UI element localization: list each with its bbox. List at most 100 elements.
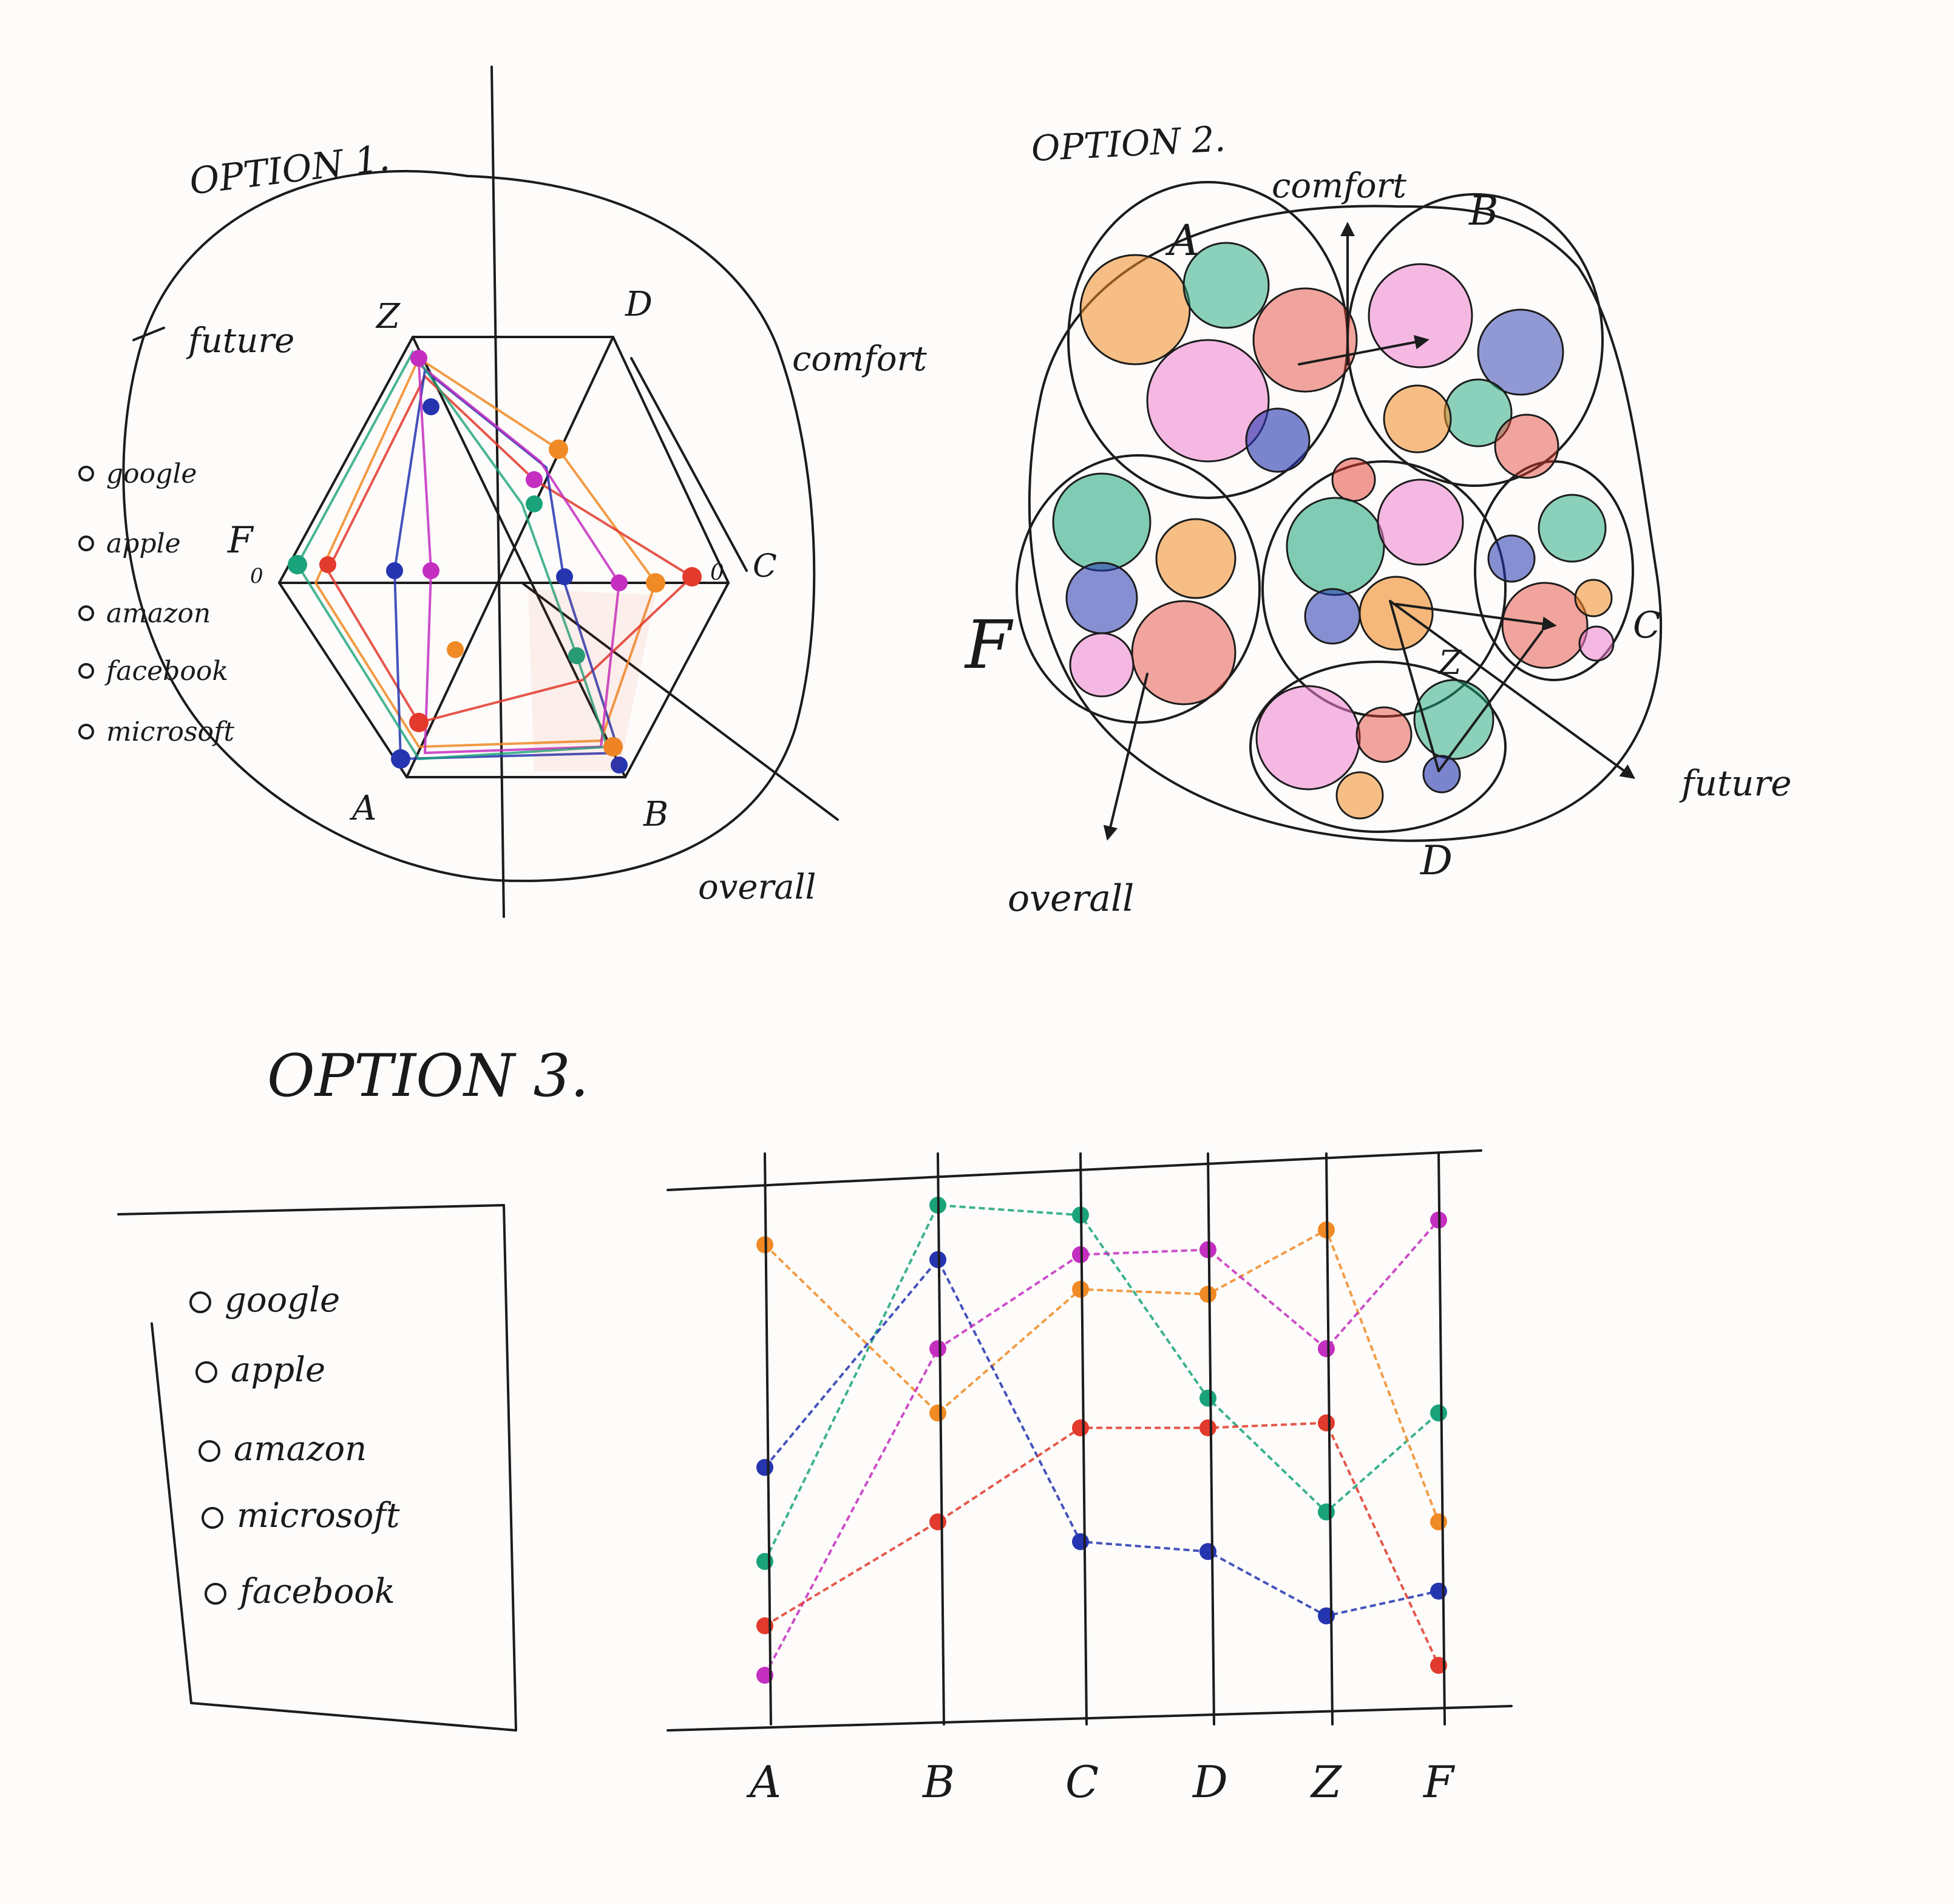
legend-marker: [195, 1361, 217, 1383]
bubble: [1377, 478, 1464, 566]
legend-marker: [189, 1291, 211, 1313]
option3-legend: google apple amazon microsoft facebook: [189, 1280, 400, 1611]
cluster-label: D: [1420, 837, 1453, 884]
legend-marker: [78, 724, 94, 739]
option3-legend-item: amazon: [234, 1429, 367, 1469]
legend-marker: [202, 1507, 223, 1529]
option3-legend-item: google: [225, 1280, 340, 1320]
option1-overall-axis-line: [521, 582, 839, 821]
option1-dot: [646, 573, 665, 593]
option3-axis-z: [1325, 1152, 1334, 1725]
option3-axis-label: A: [746, 1756, 781, 1807]
bubble: [1355, 706, 1413, 763]
option1-axis-label: D: [625, 285, 653, 324]
option3-point-apple: [1072, 1280, 1089, 1298]
option3-point-amazon: [1430, 1582, 1447, 1600]
option3-point-amazon: [1199, 1543, 1216, 1560]
option1-outer-boundary: [122, 169, 816, 882]
option1-dot: [682, 567, 702, 586]
bubble: [1131, 600, 1237, 706]
option1-legend-item: google: [106, 458, 197, 489]
bubble: [1538, 494, 1607, 563]
option1-dot: [422, 562, 439, 579]
option1-future-label: future: [186, 321, 294, 361]
option3-point-microsoft: [929, 1513, 946, 1531]
option3-axis-label: D: [1192, 1756, 1228, 1807]
option1-spoke-z-b: [412, 336, 626, 778]
option3-axis-b: [937, 1152, 945, 1725]
option3-legend-item: facebook: [237, 1572, 395, 1611]
option1-dot: [409, 713, 429, 732]
cluster-f-outline: [1016, 454, 1261, 724]
comfort-link-arrow: [1298, 335, 1430, 365]
option1-dot: [386, 562, 403, 579]
option3-point-google: [1430, 1404, 1447, 1422]
future-link-arrow: [1395, 603, 1557, 631]
cluster-z-outline: [1261, 460, 1507, 718]
bubble: [1182, 242, 1270, 329]
option3-series-line-facebook: [764, 1219, 1440, 1676]
bubble: [1304, 588, 1361, 645]
bubble: [1146, 339, 1270, 463]
bubble: [1359, 576, 1434, 651]
option1-legend: google apple amazon facebook microsoft: [78, 458, 234, 747]
option1-legend-item: apple: [106, 528, 181, 559]
option2-sketch: OPTION 2.: [964, 118, 1792, 920]
bubble: [1383, 384, 1452, 454]
option1-title: OPTION 1.: [187, 137, 392, 203]
option3-point-facebook: [929, 1340, 946, 1358]
option1-dot: [447, 641, 464, 658]
option3-point-amazon: [1072, 1533, 1089, 1551]
bubble: [1574, 579, 1613, 617]
legend-marker: [78, 536, 94, 551]
option1-legend-item: facebook: [104, 656, 228, 687]
option1-data-dots: [288, 350, 702, 773]
option1-comfort-axis-line: [630, 357, 748, 572]
cluster-d-outline: [1249, 661, 1507, 833]
bubble: [1578, 625, 1615, 662]
option3-title: OPTION 3.: [267, 1042, 589, 1110]
option2-bubbles: [1052, 242, 1615, 820]
d-c-link: [1437, 630, 1543, 772]
option1-dot: [568, 647, 585, 664]
bubble: [1413, 679, 1494, 760]
bubble: [1252, 287, 1358, 393]
option1-axis-label: C: [753, 548, 777, 585]
option1-dot: [611, 756, 628, 773]
option1-hatch: [528, 589, 656, 771]
option1-axis-label: Z: [375, 297, 401, 336]
option1-divider: [490, 66, 505, 918]
option3-axis-label: B: [921, 1756, 955, 1807]
legend-marker: [205, 1583, 226, 1605]
option1-overall-label: overall: [698, 868, 816, 907]
option2-outer-boundary: [1028, 205, 1663, 842]
option1-axis-label: F: [227, 519, 254, 562]
future-arrow: [1389, 600, 1635, 779]
overall-arrow: [1103, 673, 1148, 841]
bubble: [1155, 518, 1237, 599]
option3-top-line: [667, 1149, 1482, 1191]
option3-point-apple: [1430, 1513, 1447, 1531]
bubble: [1079, 254, 1191, 365]
option3-series-line-amazon: [764, 1257, 1439, 1617]
option3-series-layer: [756, 1197, 1447, 1684]
cluster-label: A: [1165, 216, 1199, 265]
option3-sketch: OPTION 3. google apple amazon microsoft …: [117, 1042, 1513, 1807]
bubble: [1494, 413, 1559, 479]
option1-dot: [556, 568, 573, 585]
bubble: [1065, 562, 1138, 634]
future-arrow-label: future: [1679, 763, 1792, 804]
option1-legend-item: microsoft: [106, 716, 234, 747]
option1-dot: [611, 574, 628, 591]
option3-point-microsoft: [1199, 1419, 1216, 1436]
bubble: [1286, 497, 1385, 596]
option3-axis-label: C: [1065, 1756, 1099, 1807]
option3-point-microsoft: [1072, 1419, 1089, 1436]
legend-marker: [78, 663, 94, 679]
option1-dot: [603, 737, 623, 756]
option1-dot: [410, 350, 427, 367]
option1-dot: [549, 440, 568, 459]
cluster-label: Z: [1437, 644, 1462, 682]
option1-spoke-d-a: [405, 336, 614, 778]
comfort-arrow-label: comfort: [1272, 166, 1406, 206]
